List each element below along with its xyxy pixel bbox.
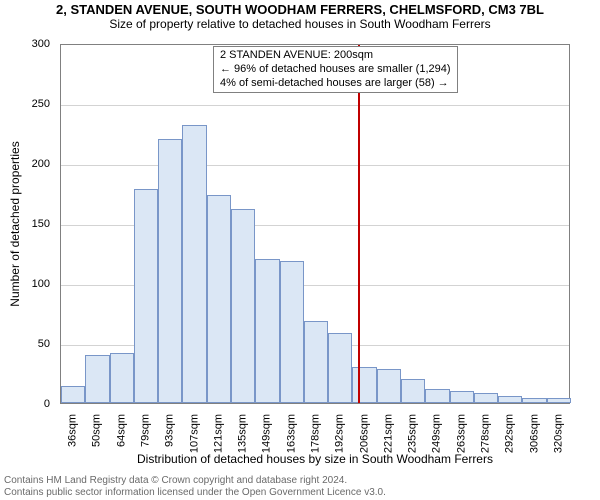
x-tick-label: 135sqm bbox=[237, 414, 249, 453]
histogram-bar bbox=[498, 396, 522, 403]
histogram-bar bbox=[207, 195, 231, 403]
y-tick-label: 250 bbox=[0, 98, 56, 110]
x-tick-label: 149sqm bbox=[261, 414, 273, 453]
x-tick-label: 192sqm bbox=[334, 414, 346, 453]
histogram-bar bbox=[304, 321, 328, 403]
y-tick-label: 0 bbox=[0, 398, 56, 410]
histogram-bar bbox=[85, 355, 109, 403]
histogram-bar bbox=[474, 393, 498, 403]
gridline bbox=[61, 105, 569, 106]
y-tick-label: 100 bbox=[0, 278, 56, 290]
histogram-bar bbox=[158, 139, 182, 403]
x-tick-label: 320sqm bbox=[552, 414, 564, 453]
footnote: Contains HM Land Registry data © Crown c… bbox=[4, 475, 596, 498]
property-marker-line bbox=[358, 45, 360, 403]
y-tick-label: 50 bbox=[0, 338, 56, 350]
y-tick-label: 300 bbox=[0, 38, 56, 50]
x-tick-label: 306sqm bbox=[528, 414, 540, 453]
legend-line: ← 96% of detached houses are smaller (1,… bbox=[220, 63, 451, 77]
histogram-bar bbox=[61, 386, 85, 403]
x-tick-label: 221sqm bbox=[382, 414, 394, 453]
x-tick-label: 121sqm bbox=[212, 414, 224, 453]
footnote-line2: Contains public sector information licen… bbox=[4, 487, 596, 499]
x-tick-label: 50sqm bbox=[91, 414, 103, 447]
chart-container: { "title_line1": "2, STANDEN AVENUE, SOU… bbox=[0, 0, 600, 500]
histogram-bar bbox=[522, 398, 546, 403]
x-tick-label: 79sqm bbox=[140, 414, 152, 447]
x-axis-ticks: 36sqm 50sqm 64sqm 79sqm 93sqm 107sqm 121sqm 135… bbox=[60, 404, 570, 454]
plot-area bbox=[60, 44, 570, 404]
histogram-bar bbox=[401, 379, 425, 403]
y-tick-label: 150 bbox=[0, 218, 56, 230]
x-axis-label: Distribution of detached houses by size … bbox=[60, 452, 570, 466]
histogram-bar bbox=[110, 353, 134, 403]
histogram-bar bbox=[547, 398, 571, 403]
x-tick-label: 263sqm bbox=[455, 414, 467, 453]
histogram-bar bbox=[450, 391, 474, 403]
x-tick-label: 292sqm bbox=[504, 414, 516, 453]
legend-line: 2 STANDEN AVENUE: 200sqm bbox=[220, 49, 451, 63]
histogram-bar bbox=[255, 259, 279, 403]
x-tick-label: 64sqm bbox=[115, 414, 127, 447]
footnote-line1: Contains HM Land Registry data © Crown c… bbox=[4, 475, 596, 487]
x-tick-label: 163sqm bbox=[285, 414, 297, 453]
histogram-bar bbox=[377, 369, 401, 403]
x-tick-label: 178sqm bbox=[310, 414, 322, 453]
x-tick-label: 107sqm bbox=[188, 414, 200, 453]
histogram-bar bbox=[280, 261, 304, 403]
x-tick-label: 249sqm bbox=[431, 414, 443, 453]
histogram-bar bbox=[425, 389, 449, 403]
chart-title-address: 2, STANDEN AVENUE, SOUTH WOODHAM FERRERS… bbox=[0, 0, 600, 17]
legend-box: 2 STANDEN AVENUE: 200sqm← 96% of detache… bbox=[213, 46, 458, 93]
histogram-bar bbox=[231, 209, 255, 403]
histogram-bar bbox=[352, 367, 376, 403]
gridline bbox=[61, 165, 569, 166]
histogram-bar bbox=[134, 189, 158, 403]
x-tick-label: 206sqm bbox=[358, 414, 370, 453]
x-tick-label: 278sqm bbox=[480, 414, 492, 453]
histogram-bar bbox=[182, 125, 206, 403]
histogram-bar bbox=[328, 333, 352, 403]
x-tick-label: 93sqm bbox=[164, 414, 176, 447]
chart-subtitle: Size of property relative to detached ho… bbox=[0, 17, 600, 31]
x-tick-label: 36sqm bbox=[67, 414, 79, 447]
legend-line: 4% of semi-detached houses are larger (5… bbox=[220, 77, 451, 91]
y-tick-label: 200 bbox=[0, 158, 56, 170]
x-tick-label: 235sqm bbox=[407, 414, 419, 453]
